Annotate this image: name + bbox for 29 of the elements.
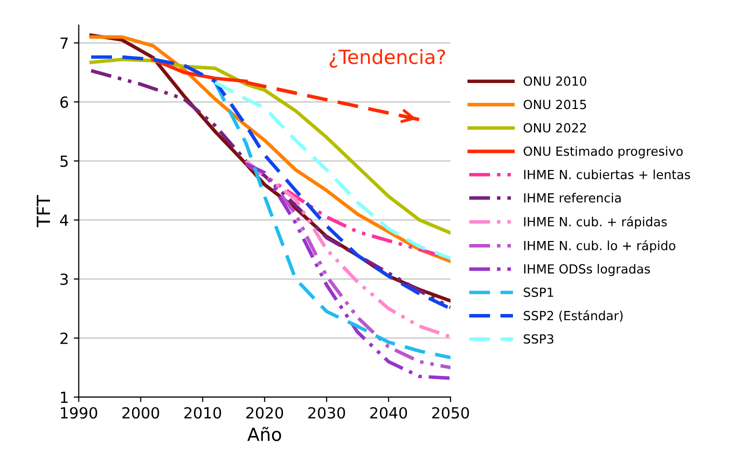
- legend-label: ONU Estimado progresivo: [524, 146, 683, 158]
- legend-label: ONU 2015: [524, 100, 586, 110]
- x-tick-label: 1990: [60, 407, 98, 419]
- legend-label: SSP3: [524, 334, 554, 344]
- legend-label: IHME N. cub. lo + rápido: [524, 240, 676, 253]
- x-tick-label: 2000: [122, 407, 160, 419]
- x-axis-title: Año: [247, 426, 282, 442]
- legend-label: IHME N. cub. + rápidas: [524, 216, 667, 229]
- legend-label: SSP1: [524, 288, 554, 297]
- x-tick-label: 2030: [308, 407, 346, 419]
- y-tick-label: 1: [60, 392, 68, 403]
- y-tick-label: 4: [60, 214, 68, 226]
- legend-label: IHME ODSs logradas: [524, 264, 650, 276]
- legend-label: SSP2 (Estándar): [524, 310, 623, 322]
- y-tick-label: 6: [60, 96, 68, 108]
- legend-label: IHME referencia: [524, 192, 621, 203]
- x-tick-label: 2050: [432, 407, 469, 419]
- y-tick-label: 3: [60, 273, 68, 286]
- y-tick-label: 5: [60, 156, 68, 167]
- x-tick-label: 2020: [246, 407, 284, 419]
- y-axis-title: TFT: [36, 195, 50, 228]
- legend-label: ONU 2022: [524, 123, 586, 133]
- x-tick-label: 2010: [184, 407, 222, 419]
- y-tick-label: 7: [60, 38, 68, 49]
- x-tick-label: 2040: [370, 407, 407, 419]
- annotation: ¿Tendencia?: [330, 49, 446, 68]
- y-tick-label: 2: [60, 332, 68, 344]
- legend-label: IHME N. cubiertas + lentas: [524, 170, 690, 180]
- legend-label: ONU 2010: [524, 76, 586, 86]
